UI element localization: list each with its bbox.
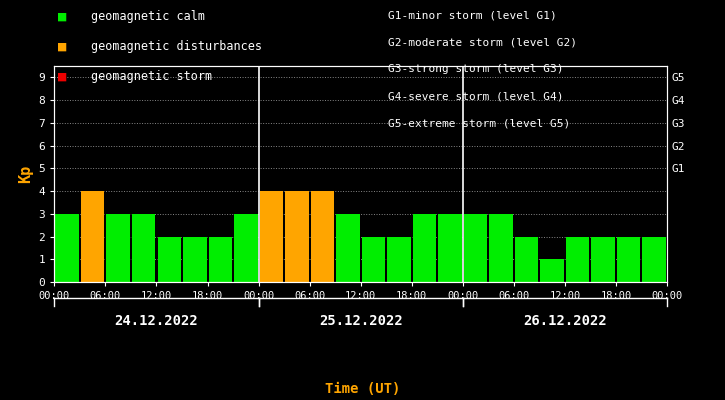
Bar [260,191,283,282]
Bar [566,236,589,282]
Text: ■: ■ [58,70,67,84]
Text: G4-severe storm (level G4): G4-severe storm (level G4) [388,92,563,102]
Text: G5-extreme storm (level G5): G5-extreme storm (level G5) [388,119,570,129]
Bar [55,214,79,282]
Text: 26.12.2022: 26.12.2022 [523,314,607,328]
Text: 25.12.2022: 25.12.2022 [319,314,402,328]
Bar [592,236,615,282]
Text: ■: ■ [58,10,67,24]
Bar [515,236,539,282]
Bar [285,191,309,282]
Bar [310,191,334,282]
Text: Time (UT): Time (UT) [325,382,400,396]
Bar [336,214,360,282]
Text: 24.12.2022: 24.12.2022 [115,314,199,328]
Bar [413,214,436,282]
Bar [132,214,155,282]
Bar [81,191,104,282]
Bar [489,214,513,282]
Bar [387,236,411,282]
Bar [540,259,564,282]
Y-axis label: Kp: Kp [18,165,33,183]
Bar [464,214,487,282]
Text: geomagnetic storm: geomagnetic storm [91,70,212,83]
Bar [362,236,385,282]
Text: ■: ■ [58,40,67,54]
Text: geomagnetic calm: geomagnetic calm [91,10,204,23]
Bar [439,214,462,282]
Bar [617,236,640,282]
Text: geomagnetic disturbances: geomagnetic disturbances [91,40,262,53]
Bar [157,236,181,282]
Bar [234,214,257,282]
Bar [183,236,207,282]
Text: G3-strong storm (level G3): G3-strong storm (level G3) [388,64,563,74]
Text: G1-minor storm (level G1): G1-minor storm (level G1) [388,10,557,20]
Bar [107,214,130,282]
Bar [209,236,232,282]
Text: G2-moderate storm (level G2): G2-moderate storm (level G2) [388,37,577,47]
Bar [642,236,666,282]
